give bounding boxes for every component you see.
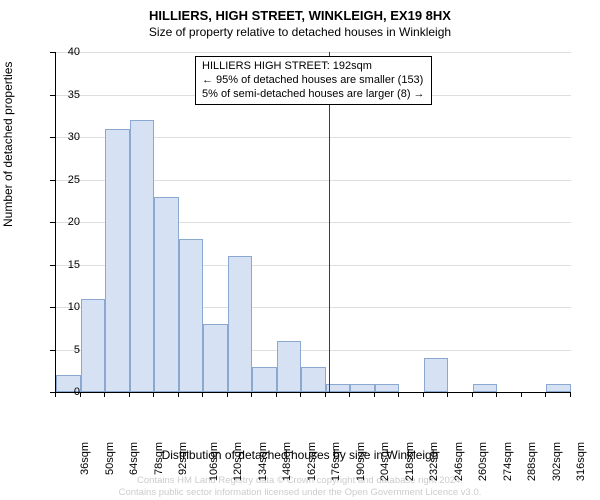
x-tick-label: 302sqm bbox=[551, 442, 563, 481]
histogram-bar bbox=[154, 197, 179, 393]
x-tick-mark bbox=[398, 392, 399, 397]
x-tick-label: 148sqm bbox=[281, 442, 293, 481]
x-tick-mark bbox=[129, 392, 130, 397]
annotation-line: HILLIERS HIGH STREET: 192sqm bbox=[202, 60, 425, 74]
histogram-bar bbox=[301, 367, 326, 393]
histogram-bar bbox=[179, 239, 204, 392]
x-tick-label: 288sqm bbox=[527, 442, 539, 481]
histogram-bar bbox=[105, 129, 130, 393]
x-tick-label: 92sqm bbox=[177, 442, 189, 475]
x-tick-mark bbox=[325, 392, 326, 397]
y-tick-mark bbox=[50, 307, 55, 308]
x-tick-mark bbox=[300, 392, 301, 397]
y-tick-mark bbox=[50, 350, 55, 351]
x-tick-label: 204sqm bbox=[379, 442, 391, 481]
y-tick-mark bbox=[50, 180, 55, 181]
x-tick-label: 134sqm bbox=[257, 442, 269, 481]
x-tick-label: 274sqm bbox=[502, 442, 514, 481]
annotation-box: HILLIERS HIGH STREET: 192sqm← 95% of det… bbox=[195, 56, 432, 105]
histogram-bar bbox=[252, 367, 277, 393]
x-tick-mark bbox=[472, 392, 473, 397]
histogram-bar bbox=[203, 324, 228, 392]
histogram-bar bbox=[130, 120, 155, 392]
y-tick-mark bbox=[50, 95, 55, 96]
x-tick-label: 162sqm bbox=[306, 442, 318, 481]
histogram-bar bbox=[375, 384, 400, 393]
x-tick-mark bbox=[153, 392, 154, 397]
x-tick-label: 190sqm bbox=[355, 442, 367, 481]
gridline bbox=[56, 52, 571, 53]
histogram-bar bbox=[228, 256, 253, 392]
x-tick-mark bbox=[374, 392, 375, 397]
annotation-line: ← 95% of detached houses are smaller (15… bbox=[202, 74, 425, 88]
y-tick-mark bbox=[50, 137, 55, 138]
x-tick-mark bbox=[104, 392, 105, 397]
x-tick-label: 232sqm bbox=[428, 442, 440, 481]
x-tick-mark bbox=[276, 392, 277, 397]
chart-title: HILLIERS, HIGH STREET, WINKLEIGH, EX19 8… bbox=[0, 0, 600, 23]
x-tick-label: 120sqm bbox=[232, 442, 244, 481]
x-tick-mark bbox=[55, 392, 56, 397]
x-tick-label: 78sqm bbox=[153, 442, 165, 475]
x-tick-mark bbox=[349, 392, 350, 397]
x-tick-mark bbox=[521, 392, 522, 397]
x-tick-label: 106sqm bbox=[208, 442, 220, 481]
chart-subtitle: Size of property relative to detached ho… bbox=[0, 23, 600, 43]
attribution-line2: Contains public sector information licen… bbox=[0, 487, 600, 498]
histogram-bar bbox=[546, 384, 571, 393]
x-tick-label: 36sqm bbox=[79, 442, 91, 475]
x-tick-mark bbox=[251, 392, 252, 397]
x-tick-label: 246sqm bbox=[453, 442, 465, 481]
x-tick-label: 176sqm bbox=[330, 442, 342, 481]
histogram-bar bbox=[424, 358, 449, 392]
x-tick-mark bbox=[570, 392, 571, 397]
x-tick-mark bbox=[178, 392, 179, 397]
annotation-line: 5% of semi-detached houses are larger (8… bbox=[202, 88, 425, 102]
x-tick-label: 50sqm bbox=[104, 442, 116, 475]
x-tick-mark bbox=[423, 392, 424, 397]
histogram-bar bbox=[350, 384, 375, 393]
y-tick-mark bbox=[50, 265, 55, 266]
x-tick-mark bbox=[545, 392, 546, 397]
x-tick-mark bbox=[496, 392, 497, 397]
x-tick-label: 218sqm bbox=[404, 442, 416, 481]
histogram-bar bbox=[81, 299, 106, 393]
y-tick-mark bbox=[50, 52, 55, 53]
x-tick-label: 260sqm bbox=[478, 442, 490, 481]
y-tick-mark bbox=[50, 222, 55, 223]
histogram-bar bbox=[473, 384, 498, 393]
x-tick-label: 64sqm bbox=[128, 442, 140, 475]
x-tick-mark bbox=[202, 392, 203, 397]
x-tick-mark bbox=[447, 392, 448, 397]
histogram-bar bbox=[277, 341, 302, 392]
x-tick-label: 316sqm bbox=[576, 442, 588, 481]
x-tick-mark bbox=[80, 392, 81, 397]
x-tick-mark bbox=[227, 392, 228, 397]
y-axis-label: Number of detached properties bbox=[1, 62, 15, 227]
